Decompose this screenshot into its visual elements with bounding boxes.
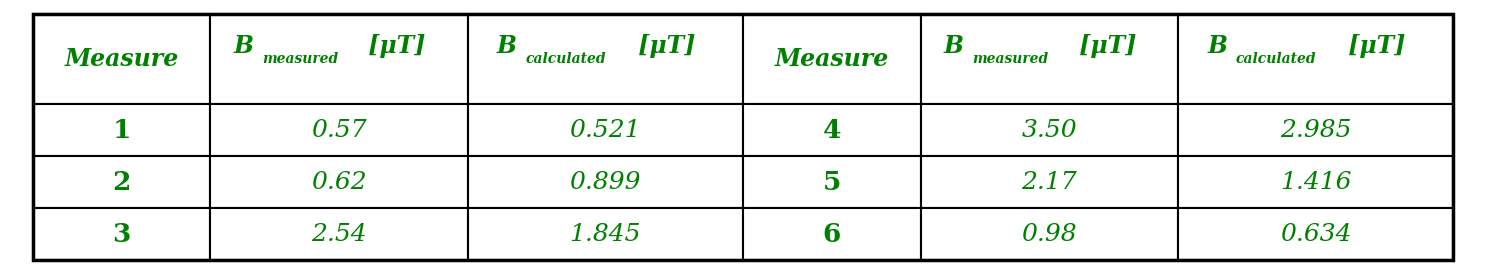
Bar <box>211 14 468 104</box>
Bar <box>743 208 920 260</box>
Text: 0.634: 0.634 <box>1279 223 1351 246</box>
Text: 0.62: 0.62 <box>311 171 367 194</box>
Text: B: B <box>496 34 517 58</box>
Text: [μT]: [μT] <box>1071 34 1137 58</box>
Text: 5: 5 <box>823 170 841 195</box>
Text: 0.899: 0.899 <box>569 171 640 194</box>
Bar <box>468 14 743 104</box>
Bar <box>468 156 743 208</box>
Text: 3: 3 <box>113 222 131 247</box>
Text: Measure: Measure <box>774 47 889 71</box>
Text: 0.98: 0.98 <box>1021 223 1077 246</box>
Text: calculated: calculated <box>1236 52 1317 66</box>
Bar <box>33 14 211 104</box>
Text: 1.416: 1.416 <box>1279 171 1351 194</box>
Bar <box>920 14 1178 104</box>
Bar <box>468 104 743 156</box>
Bar <box>920 104 1178 156</box>
Text: 2.54: 2.54 <box>311 223 367 246</box>
Text: 4: 4 <box>823 118 841 143</box>
Text: 6: 6 <box>823 222 841 247</box>
Text: 3.50: 3.50 <box>1021 119 1077 142</box>
Text: measured: measured <box>262 52 339 66</box>
Text: Measure: Measure <box>64 47 178 71</box>
Bar <box>743 14 920 104</box>
Text: 2.17: 2.17 <box>1021 171 1077 194</box>
Bar <box>743 156 920 208</box>
Text: B: B <box>1207 34 1227 58</box>
Text: 2: 2 <box>113 170 131 195</box>
Bar <box>743 104 920 156</box>
Bar <box>468 208 743 260</box>
Bar <box>33 208 211 260</box>
Text: measured: measured <box>972 52 1049 66</box>
Text: [μT]: [μT] <box>361 34 426 58</box>
Bar <box>1178 14 1453 104</box>
Text: 2.985: 2.985 <box>1279 119 1351 142</box>
Text: B: B <box>944 34 963 58</box>
Bar <box>1178 208 1453 260</box>
Bar <box>33 104 211 156</box>
Bar <box>920 156 1178 208</box>
Bar <box>33 14 1453 260</box>
Text: [μT]: [μT] <box>630 34 695 58</box>
Bar <box>920 208 1178 260</box>
Bar <box>211 208 468 260</box>
Bar <box>33 156 211 208</box>
Text: 0.57: 0.57 <box>311 119 367 142</box>
Bar <box>211 104 468 156</box>
Bar <box>1178 156 1453 208</box>
Bar <box>1178 104 1453 156</box>
Text: 1.845: 1.845 <box>569 223 640 246</box>
Text: B: B <box>233 34 253 58</box>
Text: calculated: calculated <box>526 52 606 66</box>
Bar <box>211 156 468 208</box>
Text: [μT]: [μT] <box>1340 34 1406 58</box>
Text: 1: 1 <box>113 118 131 143</box>
Text: 0.521: 0.521 <box>569 119 640 142</box>
